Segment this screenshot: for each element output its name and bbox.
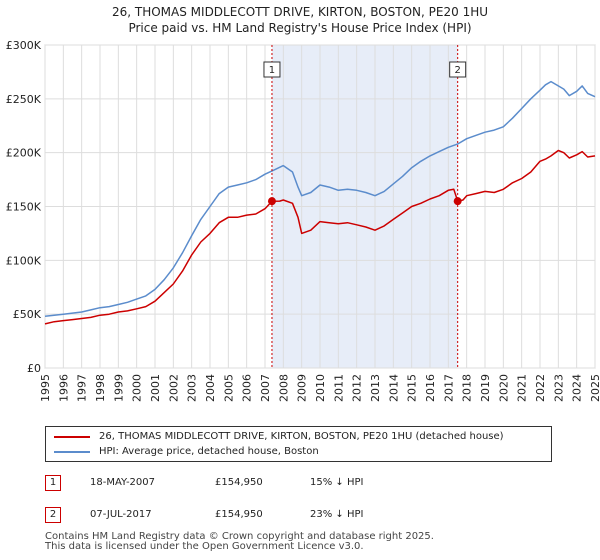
x-tick-label: 2017 bbox=[442, 374, 455, 402]
x-tick-label: 2014 bbox=[387, 374, 400, 402]
x-tick-label: 2002 bbox=[167, 374, 180, 402]
x-tick-label: 2024 bbox=[571, 374, 584, 402]
x-tick-label: 2016 bbox=[424, 374, 437, 402]
x-tick-label: 2015 bbox=[406, 374, 419, 402]
y-tick-label: £50K bbox=[13, 308, 42, 321]
y-tick-label: £250K bbox=[6, 93, 42, 106]
x-tick-label: 1995 bbox=[39, 374, 52, 402]
y-tick-label: £300K bbox=[6, 39, 42, 52]
legend-label-hpi: HPI: Average price, detached house, Bost… bbox=[99, 446, 319, 457]
transaction-badge: 1 bbox=[45, 475, 61, 491]
x-tick-label: 1996 bbox=[57, 374, 70, 402]
chart-title: 26, THOMAS MIDDLECOTT DRIVE, KIRTON, BOS… bbox=[112, 5, 488, 19]
series-line-hpi bbox=[44, 80, 596, 318]
sale-point bbox=[453, 197, 462, 206]
marker-badge bbox=[263, 61, 281, 78]
x-tick-label: 2007 bbox=[259, 374, 272, 402]
transaction-badge: 2 bbox=[45, 507, 61, 523]
x-tick-label: 2010 bbox=[314, 374, 327, 402]
x-tick-label: 2009 bbox=[296, 374, 309, 402]
transaction-price: £154,950 bbox=[215, 477, 263, 488]
chart-subtitle: Price paid vs. HM Land Registry's House … bbox=[128, 21, 471, 35]
x-tick-label: 2012 bbox=[351, 374, 364, 402]
x-tick-label: 2011 bbox=[332, 374, 345, 402]
x-tick-label: 1997 bbox=[76, 374, 89, 402]
footer-copyright: Contains HM Land Registry data © Crown c… bbox=[45, 531, 434, 542]
x-tick-label: 1999 bbox=[112, 374, 125, 402]
legend-swatch-hpi bbox=[54, 451, 90, 453]
x-tick-label: 2025 bbox=[589, 374, 600, 402]
footer: Contains HM Land Registry data © Crown c… bbox=[45, 532, 434, 552]
y-tick-label: £150K bbox=[6, 201, 42, 214]
marker-badge bbox=[449, 61, 467, 78]
y-tick-label: £200K bbox=[6, 147, 42, 160]
x-tick-label: 2022 bbox=[534, 374, 547, 402]
x-tick-label: 1998 bbox=[94, 374, 107, 402]
marker-badge-label: 2 bbox=[454, 65, 460, 76]
table-row: 1 18-MAY-2007 £154,950 15% ↓ HPI bbox=[45, 475, 545, 493]
x-tick-label: 2019 bbox=[479, 374, 492, 402]
price-chart: 26, THOMAS MIDDLECOTT DRIVE, KIRTON, BOS… bbox=[6, 5, 600, 402]
y-tick-label: £100K bbox=[6, 254, 42, 267]
x-tick-label: 2004 bbox=[204, 374, 217, 402]
marker-badge-label: 1 bbox=[269, 65, 275, 76]
transaction-date: 18-MAY-2007 bbox=[90, 477, 156, 488]
y-tick-label: £0 bbox=[27, 362, 41, 375]
x-tick-label: 2005 bbox=[222, 374, 235, 402]
x-tick-label: 2001 bbox=[149, 374, 162, 402]
legend-label-property: 26, THOMAS MIDDLECOTT DRIVE, KIRTON, BOS… bbox=[99, 431, 504, 442]
x-tick-label: 2013 bbox=[369, 374, 382, 402]
x-tick-label: 2023 bbox=[552, 374, 565, 402]
legend-swatch-property bbox=[54, 436, 90, 438]
legend: 26, THOMAS MIDDLECOTT DRIVE, KIRTON, BOS… bbox=[45, 426, 552, 462]
x-tick-label: 2020 bbox=[497, 374, 510, 402]
x-tick-label: 2008 bbox=[277, 374, 290, 402]
table-row: 2 07-JUL-2017 £154,950 23% ↓ HPI bbox=[45, 507, 545, 525]
x-tick-label: 2006 bbox=[241, 374, 254, 402]
transaction-hpi-diff: 23% ↓ HPI bbox=[310, 509, 364, 520]
footer-license: This data is licensed under the Open Gov… bbox=[45, 541, 364, 552]
sale-point bbox=[267, 197, 276, 206]
x-tick-label: 2021 bbox=[516, 374, 529, 402]
x-tick-label: 2003 bbox=[186, 374, 199, 402]
transaction-date: 07-JUL-2017 bbox=[90, 509, 152, 520]
series-line-property bbox=[44, 149, 596, 325]
x-tick-label: 2000 bbox=[131, 374, 144, 402]
transaction-hpi-diff: 15% ↓ HPI bbox=[310, 477, 364, 488]
x-tick-label: 2018 bbox=[461, 374, 474, 402]
transaction-price: £154,950 bbox=[215, 509, 263, 520]
